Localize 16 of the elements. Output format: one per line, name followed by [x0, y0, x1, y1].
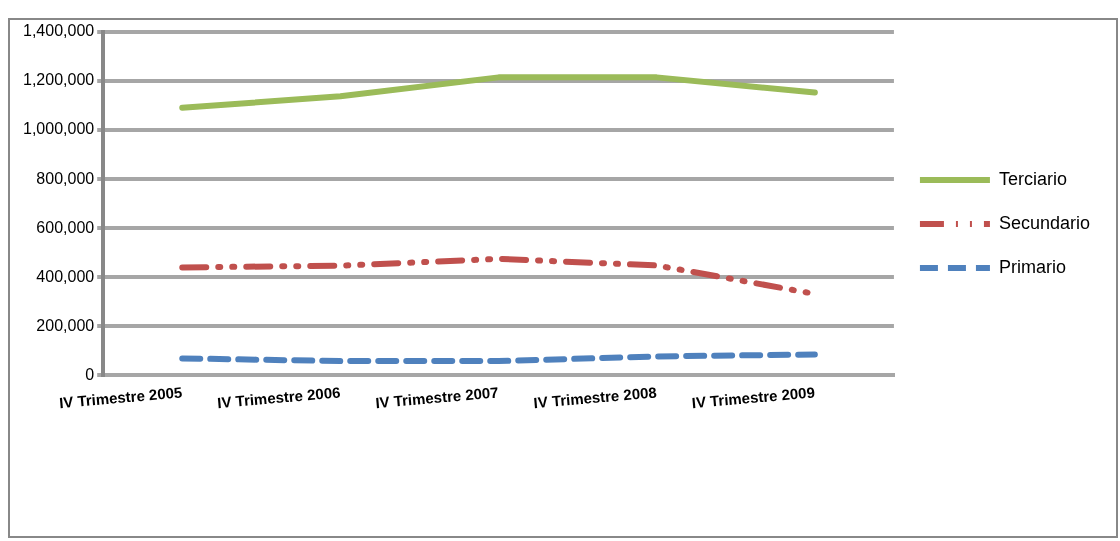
y-tick-label: 200,000 [36, 316, 95, 334]
y-tick-label: 1,400,000 [22, 22, 95, 40]
legend-label: Primario [998, 256, 1066, 277]
y-tick-label: 600,000 [36, 218, 95, 236]
y-tick-label: 400,000 [36, 267, 95, 285]
y-tick-label: 0 [85, 365, 95, 383]
x-tick-label: IV Trimestre 2009 [691, 383, 816, 412]
x-tick-label: IV Trimestre 2008 [532, 383, 658, 412]
legend-label: Secundario [998, 212, 1091, 233]
y-tick-label: 1,000,000 [22, 120, 95, 138]
x-tick-label: IV Trimestre 2007 [374, 383, 500, 412]
legend-label: Terciario [998, 168, 1067, 189]
x-tick-label: IV Trimestre 2006 [216, 383, 342, 412]
y-tick-label: 800,000 [36, 169, 95, 187]
x-tick-label: IV Trimestre 2005 [58, 383, 183, 412]
y-tick-label: 1,200,000 [22, 71, 95, 89]
